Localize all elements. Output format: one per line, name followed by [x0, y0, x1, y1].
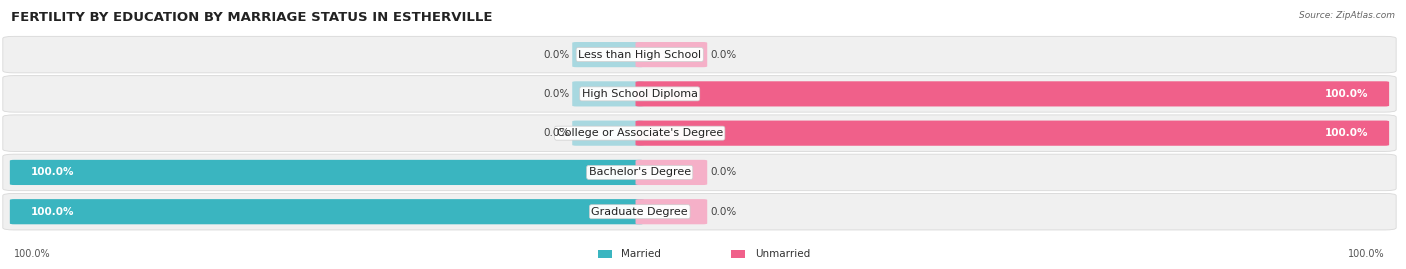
FancyBboxPatch shape: [3, 154, 1396, 191]
FancyBboxPatch shape: [10, 160, 644, 185]
Text: 0.0%: 0.0%: [543, 49, 569, 60]
Text: 100.0%: 100.0%: [1324, 89, 1368, 99]
Text: FERTILITY BY EDUCATION BY MARRIAGE STATUS IN ESTHERVILLE: FERTILITY BY EDUCATION BY MARRIAGE STATU…: [11, 11, 492, 24]
Text: 0.0%: 0.0%: [710, 49, 737, 60]
Text: Less than High School: Less than High School: [578, 49, 702, 60]
Text: Unmarried: Unmarried: [755, 249, 810, 259]
FancyBboxPatch shape: [572, 42, 644, 67]
Text: College or Associate's Degree: College or Associate's Degree: [557, 128, 723, 138]
FancyBboxPatch shape: [3, 115, 1396, 151]
FancyBboxPatch shape: [636, 199, 707, 224]
Text: 100.0%: 100.0%: [1324, 128, 1368, 138]
Text: 100.0%: 100.0%: [31, 167, 75, 178]
Text: Source: ZipAtlas.com: Source: ZipAtlas.com: [1299, 11, 1395, 20]
FancyBboxPatch shape: [636, 81, 1389, 107]
Text: 0.0%: 0.0%: [543, 128, 569, 138]
Text: Bachelor's Degree: Bachelor's Degree: [589, 167, 690, 178]
FancyBboxPatch shape: [572, 81, 644, 107]
FancyBboxPatch shape: [636, 121, 1389, 146]
FancyBboxPatch shape: [3, 36, 1396, 73]
FancyBboxPatch shape: [731, 250, 745, 258]
Text: 100.0%: 100.0%: [31, 207, 75, 217]
Text: 100.0%: 100.0%: [14, 249, 51, 259]
FancyBboxPatch shape: [3, 193, 1396, 230]
FancyBboxPatch shape: [636, 160, 707, 185]
FancyBboxPatch shape: [10, 199, 644, 224]
Text: Graduate Degree: Graduate Degree: [592, 207, 688, 217]
FancyBboxPatch shape: [572, 121, 644, 146]
Text: High School Diploma: High School Diploma: [582, 89, 697, 99]
Text: 0.0%: 0.0%: [710, 167, 737, 178]
FancyBboxPatch shape: [3, 76, 1396, 112]
FancyBboxPatch shape: [636, 42, 707, 67]
Text: 0.0%: 0.0%: [543, 89, 569, 99]
Text: Married: Married: [621, 249, 661, 259]
FancyBboxPatch shape: [598, 250, 612, 258]
Text: 0.0%: 0.0%: [710, 207, 737, 217]
Text: 100.0%: 100.0%: [1348, 249, 1385, 259]
